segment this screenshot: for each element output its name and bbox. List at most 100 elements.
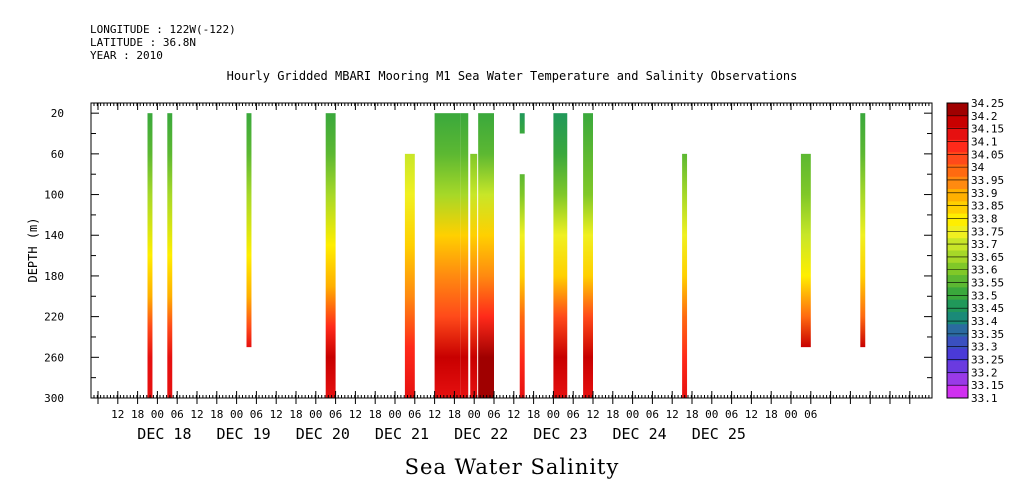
colorbar-label: 34.25 — [971, 97, 1004, 110]
x-hour-label: 18 — [685, 408, 698, 421]
longitude-label: LONGITUDE : 122W(-122) — [90, 23, 236, 36]
data-column — [167, 113, 173, 398]
colorbar-swatch — [947, 201, 968, 215]
colorbar-swatch — [947, 287, 968, 301]
colorbar-label: 33.65 — [971, 251, 1004, 264]
colorbar-swatch — [947, 139, 968, 153]
data-column — [553, 113, 568, 398]
x-hour-label: 18 — [369, 408, 382, 421]
colorbar-swatch — [947, 385, 968, 399]
x-hour-label: 18 — [765, 408, 778, 421]
colorbar-swatch — [947, 262, 968, 276]
colorbar-swatch — [947, 225, 968, 239]
colorbar-label: 33.45 — [971, 302, 1004, 315]
colorbar-swatch — [947, 238, 968, 251]
colorbar-swatch — [947, 324, 968, 338]
x-hour-label: 06 — [487, 408, 500, 421]
x-hour-label: 06 — [567, 408, 580, 421]
y-tick-label: 260 — [44, 351, 64, 364]
x-hour-label: 18 — [131, 408, 144, 421]
data-column — [583, 113, 593, 398]
x-hour-label: 12 — [666, 408, 679, 421]
colorbar-label: 33.2 — [971, 366, 998, 379]
colorbar-swatch — [947, 373, 968, 387]
x-axis-title: Sea Water Salinity — [404, 455, 620, 479]
x-hour-label: 12 — [586, 408, 599, 421]
data-column — [800, 153, 811, 348]
colorbar-swatch — [947, 275, 968, 288]
colorbar-label: 33.55 — [971, 277, 1004, 290]
x-day-label: DEC 20 — [296, 425, 350, 443]
x-hour-label: 12 — [428, 408, 441, 421]
x-hour-label: 00 — [230, 408, 243, 421]
x-hour-label: 18 — [210, 408, 223, 421]
x-hour-label: 18 — [289, 408, 302, 421]
x-hour-label: 06 — [646, 408, 659, 421]
x-hour-label: 06 — [171, 408, 184, 421]
y-tick-label: 100 — [44, 189, 64, 202]
colorbar-label: 33.5 — [971, 289, 998, 302]
axes: 20 60 100 140 180 220 260 300 12 18 00 06 12 18 00 06 12… — [44, 103, 932, 443]
colorbar-label: 33.1 — [971, 392, 998, 405]
colorbar-label: 34.15 — [971, 123, 1004, 136]
colorbar-label: 34 — [971, 161, 985, 174]
colorbar-swatch — [947, 115, 968, 129]
colorbar-label: 33.35 — [971, 328, 1004, 341]
colorbar-label: 33.3 — [971, 341, 998, 354]
y-tick-label: 220 — [44, 311, 64, 324]
colorbar-label: 33.95 — [971, 174, 1004, 187]
x-hour-label: 12 — [349, 408, 362, 421]
colorbar-swatch — [947, 152, 968, 165]
data-column — [434, 113, 461, 398]
x-hour-label: 12 — [190, 408, 203, 421]
x-hour-label: 00 — [705, 408, 718, 421]
y-tick-label: 140 — [44, 229, 64, 242]
data-column — [460, 113, 469, 398]
colorbar-swatch — [947, 311, 968, 325]
colorbar-label: 33.75 — [971, 225, 1004, 238]
x-day-label: DEC 22 — [454, 425, 508, 443]
colorbar-label: 34.05 — [971, 148, 1004, 161]
x-hour-label: 12 — [270, 408, 283, 421]
colorbar-label: 33.8 — [971, 212, 998, 225]
y-tick-label: 20 — [51, 107, 64, 120]
plot-frame — [90, 102, 933, 399]
colorbar-label: 33.6 — [971, 264, 998, 277]
x-hour-label: 18 — [527, 408, 540, 421]
colorbar-label: 34.1 — [971, 135, 998, 148]
data-column — [404, 153, 415, 398]
x-hour-label: 06 — [329, 408, 342, 421]
data-column — [246, 113, 252, 348]
latitude-label: LATITUDE : 36.8N — [90, 36, 196, 49]
colorbar-swatch — [947, 299, 968, 313]
data-column — [519, 174, 525, 398]
y-tick-label: 180 — [44, 270, 64, 283]
colorbar-label: 33.85 — [971, 200, 1004, 213]
x-hour-label: 00 — [547, 408, 560, 421]
data-column — [147, 113, 153, 398]
y-tick-label: 60 — [51, 148, 64, 161]
data-column — [682, 153, 688, 398]
x-hour-label: 06 — [725, 408, 738, 421]
colorbar-swatch — [947, 127, 968, 141]
colorbar-swatch — [947, 336, 968, 350]
data-column — [519, 113, 525, 134]
x-day-label: DEC 23 — [533, 425, 587, 443]
colorbar-swatch — [947, 213, 968, 227]
colorbar-swatch — [947, 348, 968, 362]
x-hour-label: 12 — [507, 408, 520, 421]
colorbar-swatch — [947, 361, 968, 374]
x-day-label: DEC 21 — [375, 425, 429, 443]
x-day-label: DEC 18 — [137, 425, 191, 443]
chart-title: Hourly Gridded MBARI Mooring M1 Sea Wate… — [226, 69, 798, 83]
colorbar-label: 34.2 — [971, 110, 998, 123]
colorbar-swatch — [947, 103, 968, 116]
colorbar-label: 33.25 — [971, 354, 1004, 367]
colorbar: 34.2534.234.1534.134.053433.9533.933.853… — [946, 97, 1004, 405]
x-hour-label: 18 — [606, 408, 619, 421]
year-label: YEAR : 2010 — [90, 49, 163, 62]
x-hour-label: 00 — [784, 408, 797, 421]
colorbar-swatch — [947, 176, 968, 190]
data-column — [325, 113, 336, 398]
